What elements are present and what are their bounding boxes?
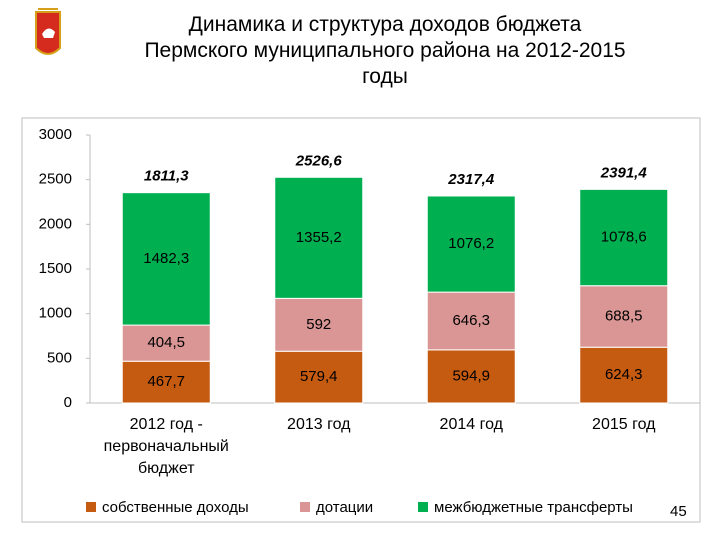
legend-label: собственные доходы — [102, 499, 249, 516]
bar-segment — [579, 285, 669, 348]
chart-frame — [21, 117, 701, 523]
legend-label: межбюджетные трансферты — [434, 499, 633, 516]
logo — [35, 8, 61, 55]
value-label: 1355,2 — [296, 229, 342, 246]
x-tick-label: 2014 год — [439, 416, 503, 433]
y-tick-label: 3000 — [39, 126, 72, 143]
legend-label: дотации — [316, 499, 373, 516]
bar-segment — [426, 291, 516, 351]
x-tick-label: 2013 год — [287, 416, 351, 433]
x-tick-label: 2012 год - первоначальный бюджет — [103, 416, 229, 477]
value-label: 646,3 — [452, 312, 490, 329]
bar-segment — [426, 349, 516, 404]
y-tick-label: 500 — [47, 349, 72, 366]
total-label: 2317,4 — [447, 171, 495, 188]
value-label: 1482,3 — [143, 250, 189, 267]
bar-segment — [274, 350, 364, 404]
bar-segment — [579, 188, 669, 287]
y-tick-label: 2500 — [39, 171, 72, 188]
y-tick-label: 0 — [64, 394, 72, 411]
page-number: 45 — [670, 503, 687, 520]
value-label: 1078,6 — [601, 229, 647, 246]
bar-segment — [579, 346, 669, 404]
y-tick-label: 2000 — [39, 215, 72, 232]
value-label: 404,5 — [147, 334, 185, 351]
value-label: 1076,2 — [448, 235, 494, 252]
value-label: 467,7 — [147, 373, 185, 390]
x-tick-label: 2015 год — [592, 416, 656, 433]
bar-segment — [426, 195, 516, 293]
legend-swatch — [418, 502, 428, 512]
bar-segment — [274, 176, 364, 299]
value-label: 579,4 — [300, 368, 338, 385]
total-label: 1811,3 — [144, 168, 189, 185]
total-label: 2526,6 — [295, 152, 343, 169]
value-label: 592 — [306, 316, 331, 333]
bar-segment — [121, 192, 211, 326]
value-label: 624,3 — [605, 366, 643, 383]
legend-swatch — [300, 502, 310, 512]
y-tick-label: 1500 — [39, 260, 72, 277]
chart-title: Динамика и структура доходов бюджета Пер… — [144, 13, 626, 88]
total-label: 2391,4 — [600, 164, 648, 181]
value-label: 688,5 — [605, 307, 643, 324]
legend-swatch — [86, 502, 96, 512]
value-label: 594,9 — [452, 367, 490, 384]
y-tick-label: 1000 — [39, 305, 72, 322]
